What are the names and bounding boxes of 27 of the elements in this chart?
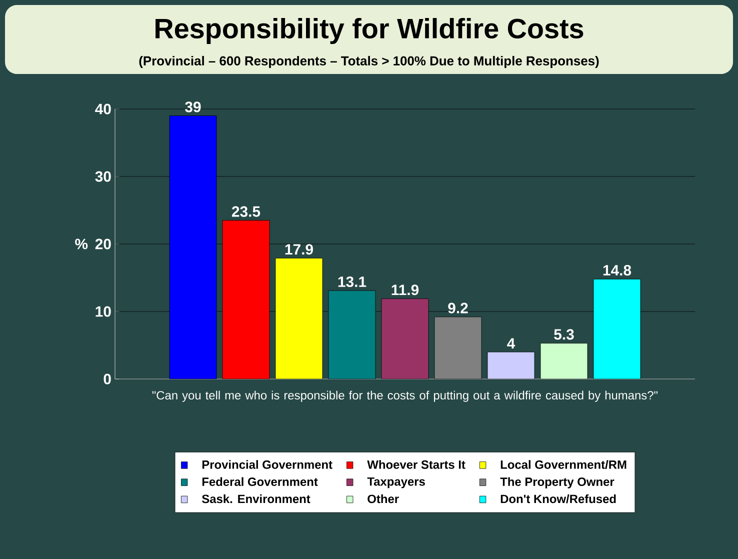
- data-label: 4: [507, 338, 516, 348]
- data-label: 17.9: [285, 244, 313, 255]
- y-tick-label: 40: [95, 104, 111, 114]
- y-tick-label: 30: [95, 171, 111, 182]
- legend-label: The Property Owner: [500, 477, 614, 488]
- legend-label: Other: [368, 494, 399, 504]
- data-label: 23.5: [232, 206, 260, 217]
- legend-label: Federal Government: [202, 477, 318, 486]
- chart-subtitle: (Provincial – 600 Respondents – Totals > 100% Due to Multiple Responses): [139, 56, 599, 68]
- y-tick-label: 0: [104, 374, 111, 384]
- legend-label: Provincial Government: [202, 460, 332, 469]
- legend-label: Taxpayers: [367, 477, 425, 488]
- data-label: 14.8: [603, 264, 632, 276]
- data-label: 39: [185, 102, 201, 112]
- x-axis-title: "Can you tell me who is responsible for the costs of putting out a wildfire caused by humans?": [152, 390, 658, 402]
- legend-label: Don't Know/Refused: [500, 494, 616, 504]
- y-tick-label: 10: [96, 306, 111, 317]
- data-label: 13.1: [338, 276, 366, 288]
- y-axis-title: %: [75, 238, 88, 250]
- data-label: 9.2: [448, 302, 468, 314]
- data-label: 5.3: [554, 329, 574, 340]
- legend-label: Whoever Starts It: [367, 460, 466, 469]
- legend-label: Sask. Environment: [202, 494, 310, 504]
- y-tick-label: 20: [95, 238, 111, 250]
- chart-title: Responsibility for Wildfire Costs: [156, 18, 584, 44]
- legend-label: Local Government/RM: [500, 460, 626, 469]
- data-label: 11.9: [392, 284, 419, 296]
